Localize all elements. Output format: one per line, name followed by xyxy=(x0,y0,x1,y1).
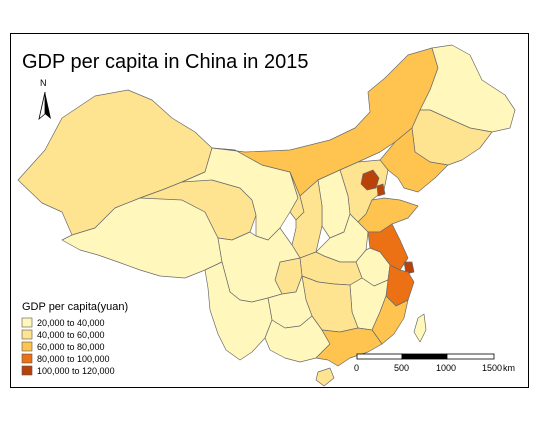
north-arrow-icon: N xyxy=(38,78,51,121)
scale-unit: km xyxy=(503,363,515,373)
legend-label: 80,000 to 100,000 xyxy=(37,354,110,364)
legend-swatch xyxy=(21,329,33,340)
legend-items: 20,000 to 40,000 40,000 to 60,000 60,000 t… xyxy=(21,317,115,376)
region-beijing xyxy=(360,169,380,191)
scale-tick-1000: 1000 xyxy=(436,363,456,373)
scale-tick-0: 0 xyxy=(354,363,359,373)
region-tianjin xyxy=(376,183,386,197)
legend-label: 40,000 to 60,000 xyxy=(37,330,105,340)
legend-label: 100,000 to 120,000 xyxy=(37,366,115,376)
legend-swatch xyxy=(21,353,33,364)
region-shanghai xyxy=(403,261,415,275)
legend-label: 60,000 to 80,000 xyxy=(37,342,105,352)
scale-tick-500: 500 xyxy=(394,363,409,373)
legend: GDP per capita(yuan) 20,000 to 40,000 40,… xyxy=(21,301,128,376)
legend-swatch xyxy=(21,341,33,352)
legend-label: 20,000 to 40,000 xyxy=(37,318,105,328)
legend-swatch xyxy=(21,365,33,376)
region-taiwan xyxy=(413,313,427,343)
scale-tick-1500: 1500 xyxy=(482,363,502,373)
region-hainan xyxy=(315,367,335,387)
legend-title: GDP per capita(yuan) xyxy=(22,301,128,313)
map-title: GDP per capita in China in 2015 xyxy=(22,51,308,73)
region-fujian xyxy=(371,295,409,345)
legend-swatch xyxy=(21,317,33,328)
scale-bar: 0 500 1000 1500 km xyxy=(354,353,515,373)
province-layer xyxy=(17,44,516,387)
north-label: N xyxy=(40,78,47,88)
